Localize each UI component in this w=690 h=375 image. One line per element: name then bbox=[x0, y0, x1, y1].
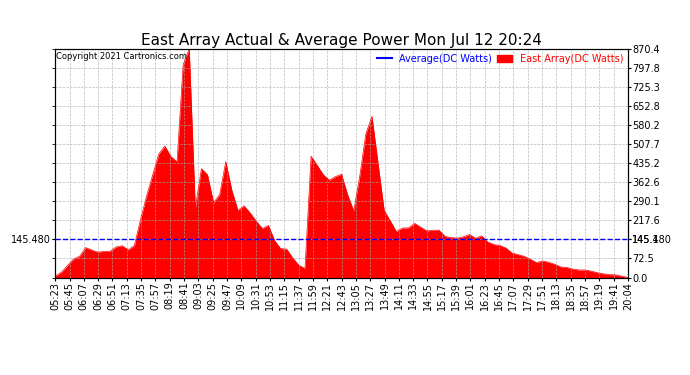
Text: Copyright 2021 Cartronics.com: Copyright 2021 Cartronics.com bbox=[57, 52, 188, 61]
Title: East Array Actual & Average Power Mon Jul 12 20:24: East Array Actual & Average Power Mon Ju… bbox=[141, 33, 542, 48]
Legend: Average(DC Watts), East Array(DC Watts): Average(DC Watts), East Array(DC Watts) bbox=[377, 54, 623, 64]
